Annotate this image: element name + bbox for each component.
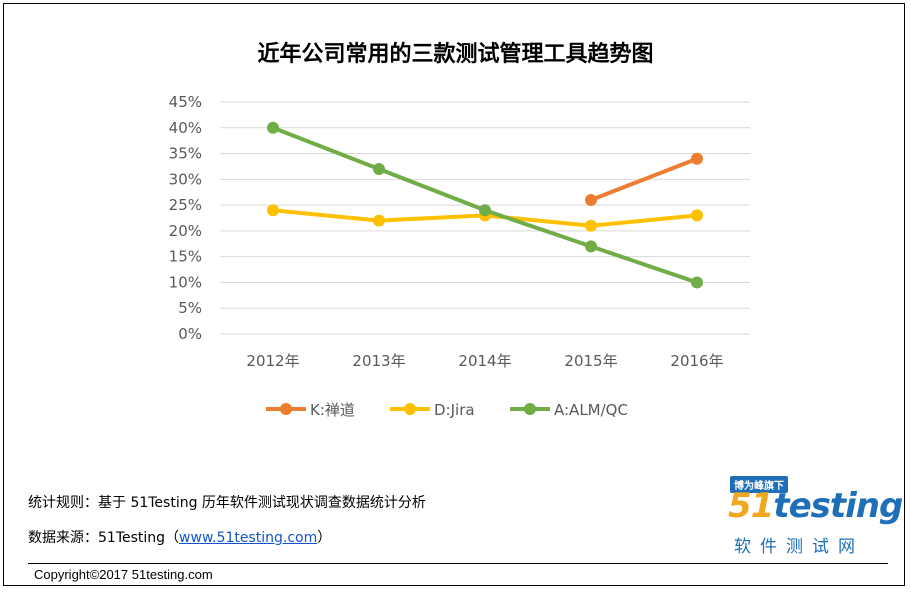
y-tick-label: 35% <box>169 145 202 163</box>
logo-wordmark-number: 51 <box>728 486 774 526</box>
series-3-point <box>267 121 279 134</box>
y-tick-label: 25% <box>169 196 202 214</box>
y-tick-label: 15% <box>169 248 202 266</box>
footer-rule-text: 统计规则：基于 51Testing 历年软件测试现状调查数据统计分析 <box>28 495 426 511</box>
chart-title: 近年公司常用的三款测试管理工具趋势图 <box>257 42 654 67</box>
x-tick-label: 2012年 <box>246 352 299 370</box>
x-tick-label: 2015年 <box>564 352 617 370</box>
logo-wordmark: 51testing <box>728 486 903 526</box>
legend-marker <box>524 403 536 415</box>
y-tick-label: 45% <box>169 93 202 111</box>
logo-wordmark-text: testing <box>773 486 903 526</box>
footer-source: 数据来源：51Testing（www.51testing.com） <box>28 527 331 547</box>
y-tick-label: 10% <box>169 273 202 291</box>
source-suffix: ） <box>317 530 332 546</box>
y-tick-label: 30% <box>169 170 202 188</box>
copyright-text: Copyright©2017 51testing.com <box>34 567 213 582</box>
series-1-point <box>585 193 597 206</box>
logo-subtitle: 软件测试网 <box>734 537 864 557</box>
51testing-logo: 博为峰旗下 51testing 软件测试网 <box>726 476 903 558</box>
series-2-point <box>373 214 385 227</box>
series-2-point <box>691 209 703 222</box>
x-tick-label: 2016年 <box>670 352 723 370</box>
y-tick-label: 0% <box>178 325 202 343</box>
legend-marker <box>404 403 416 415</box>
legend-marker <box>280 403 292 415</box>
y-tick-label: 5% <box>178 299 202 317</box>
x-tick-label: 2014年 <box>458 352 511 370</box>
logo-badge: 博为峰旗下 <box>730 476 788 493</box>
source-prefix: 数据来源：51Testing（ <box>28 530 180 546</box>
legend-label: D:Jira <box>434 401 475 419</box>
source-link[interactable]: www.51testing.com <box>179 530 318 546</box>
y-tick-label: 40% <box>169 119 202 137</box>
line-chart: 0% 5% 10% 15% 20% 25% 30% 35% 40% 45% 2012年 2013年 20… <box>169 93 750 419</box>
series-1-point <box>691 152 703 165</box>
series-2-point <box>585 219 597 232</box>
series-3-point <box>585 240 597 253</box>
series-2-point <box>267 204 279 217</box>
series-3-point <box>373 163 385 176</box>
series-3-point <box>479 204 491 217</box>
footer-divider <box>28 563 888 564</box>
legend-label: A:ALM/QC <box>554 401 628 419</box>
y-tick-label: 20% <box>169 222 202 240</box>
chart-frame <box>3 3 905 586</box>
x-tick-label: 2013年 <box>352 352 405 370</box>
legend-label: K:禅道 <box>310 401 355 419</box>
series-3-point <box>691 276 703 289</box>
series-1-line <box>589 156 699 202</box>
